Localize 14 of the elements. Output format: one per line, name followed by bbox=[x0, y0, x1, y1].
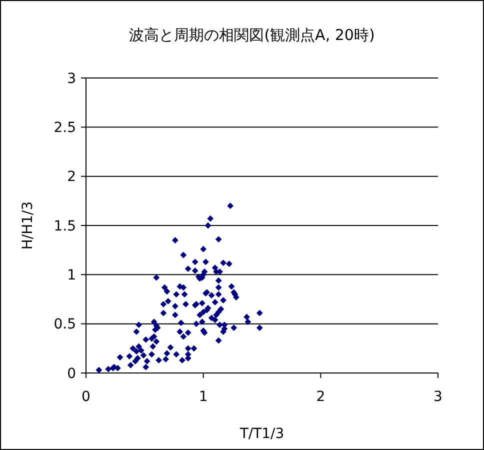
y-tick-label: 2 bbox=[67, 169, 76, 186]
y-tick-label: 0.5 bbox=[54, 316, 76, 333]
y-axis-title: H/H1/3 bbox=[20, 201, 36, 250]
y-tick-label: 2.5 bbox=[54, 120, 76, 136]
chart-title: 波高と周期の相関図(観測点A, 20時) bbox=[129, 26, 375, 44]
y-tick-label: 1 bbox=[67, 268, 76, 284]
y-tick-label: 3 bbox=[67, 70, 76, 87]
x-tick-label: 2 bbox=[316, 389, 326, 405]
y-tick-label: 0 bbox=[67, 366, 76, 382]
x-tick-label: 3 bbox=[434, 389, 442, 405]
x-tick-label: 1 bbox=[198, 389, 208, 405]
x-axis-title: T/T1/3 bbox=[238, 426, 284, 442]
y-tick-label: 1.5 bbox=[54, 218, 76, 234]
x-tick-label: 0 bbox=[82, 389, 90, 405]
